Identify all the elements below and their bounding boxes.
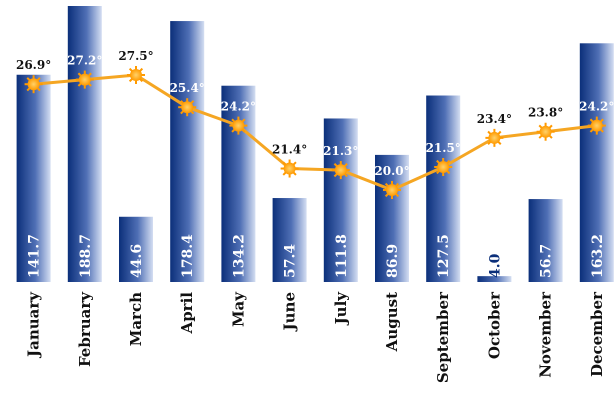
bar-april	[170, 21, 205, 282]
month-label-may: May	[229, 291, 247, 327]
temperature-marker	[434, 158, 453, 176]
temperature-label: 24.2°	[221, 100, 256, 114]
bar-value-label: 163.2	[590, 234, 606, 278]
month-label-november: November	[537, 291, 555, 378]
month-labels-group: January February March April May June July Augu…	[25, 291, 606, 383]
temperature-label: 27.5°	[118, 49, 153, 63]
bar-november	[528, 199, 563, 282]
bar-value-label: 57.4	[283, 244, 299, 278]
month-label-april: April	[178, 292, 196, 335]
bars-group	[16, 6, 614, 282]
temperature-label: 20.0°	[374, 164, 409, 178]
bar-july	[323, 118, 358, 282]
month-label-february: February	[76, 291, 94, 367]
month-label-march: March	[127, 292, 145, 346]
month-label-july: July	[332, 291, 350, 327]
temperature-label: 27.2°	[67, 54, 102, 68]
temperature-marker	[75, 70, 94, 89]
bar-june	[272, 198, 307, 282]
temperature-label: 24.2°	[579, 100, 614, 114]
temperature-marker	[127, 66, 145, 84]
bar-value-label: 127.5	[436, 234, 452, 278]
bar-value-label: 56.7	[539, 244, 555, 278]
bar-value-label: 44.6	[129, 244, 145, 278]
bar-value-label: 111.8	[334, 234, 350, 278]
temperature-labels-group: 26.9° 27.2° 27.5° 25.4° 24.2° 21.4° 21.3° 20.0°…	[16, 49, 614, 178]
bar-value-label: 134.2	[231, 234, 247, 278]
month-label-september: September	[434, 291, 452, 383]
temperature-marker	[587, 116, 606, 135]
month-label-december: December	[588, 291, 606, 377]
month-label-june: June	[281, 292, 299, 332]
temperature-label: 25.4°	[170, 81, 205, 95]
bar-august	[375, 154, 409, 282]
temperature-label: 21.4°	[272, 143, 307, 157]
temperature-marker	[485, 128, 504, 147]
temperature-label: 21.3°	[323, 144, 358, 158]
bar-december	[579, 43, 614, 282]
temperature-marker	[536, 122, 555, 141]
temperature-line	[33, 73, 597, 192]
bar-labels-group: 141.7 188.7 44.6 178.4 134.2 57.4 111.8 86.9 127…	[27, 234, 606, 278]
temperature-label: 26.9°	[16, 58, 51, 72]
temperature-label: 21.5°	[426, 141, 461, 155]
month-label-august: August	[383, 292, 401, 352]
markers-group	[24, 66, 606, 199]
temperature-marker	[280, 159, 299, 178]
bar-september	[426, 95, 461, 282]
bar-value-label: 188.7	[78, 234, 94, 278]
temperature-marker	[178, 98, 197, 117]
bar-march	[119, 216, 153, 282]
temperature-label: 23.8°	[528, 106, 563, 120]
month-label-january: January	[25, 291, 43, 359]
temperature-marker	[331, 161, 350, 180]
bar-january	[16, 74, 51, 282]
bar-february	[67, 6, 102, 282]
month-label-october: October	[485, 291, 503, 359]
temperature-label: 23.4°	[477, 112, 512, 126]
bar-value-label: 141.7	[27, 234, 43, 278]
bar-value-label: 4.0	[487, 253, 503, 278]
bar-value-label: 86.9	[385, 244, 401, 278]
temperature-marker	[383, 181, 401, 199]
bar-october	[477, 276, 512, 282]
bar-value-label: 178.4	[180, 234, 196, 278]
temperature-marker	[229, 116, 248, 135]
temperature-marker	[24, 75, 43, 94]
